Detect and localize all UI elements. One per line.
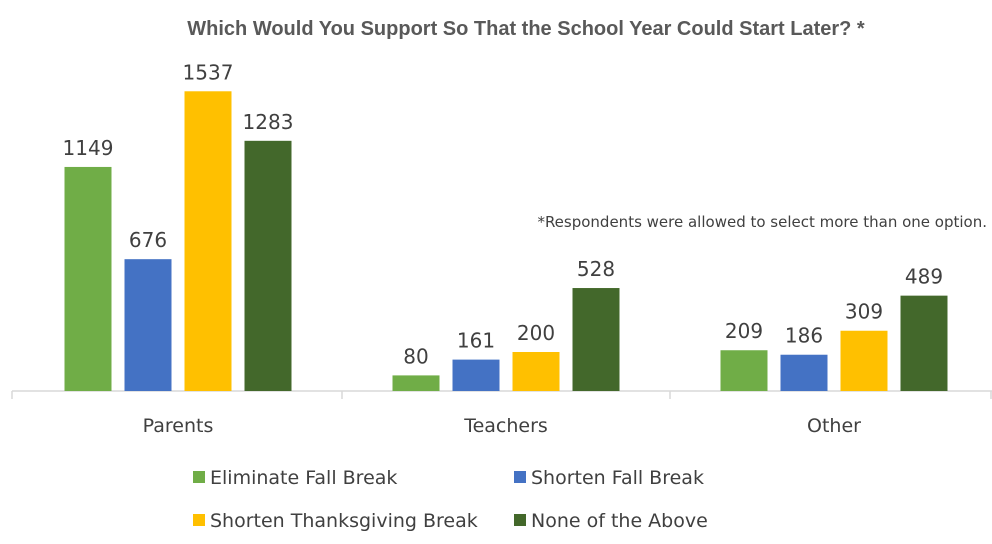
- bar-teachers-shorten-fall-break: [452, 359, 500, 391]
- chart-note: *Respondents were allowed to select more…: [537, 213, 987, 231]
- bar-parents-shorten-thanksgiving-break: [184, 91, 232, 391]
- data-label: 489: [905, 265, 943, 289]
- legend-label: None of the Above: [531, 510, 708, 532]
- bar-other-shorten-fall-break: [780, 354, 828, 391]
- bar-other-none-of-the-above: [900, 295, 948, 391]
- data-label: 186: [785, 324, 823, 348]
- data-label: 1149: [63, 136, 114, 160]
- legend-label: Shorten Thanksgiving Break: [210, 510, 478, 532]
- bar-parents-none-of-the-above: [244, 140, 292, 391]
- chart-title: Which Would You Support So That the Scho…: [187, 18, 865, 40]
- data-label: 1283: [243, 110, 294, 134]
- bar-other-eliminate-fall-break: [720, 350, 768, 391]
- category-label-teachers: Teachers: [463, 415, 548, 437]
- data-label: 676: [129, 228, 167, 252]
- legend-swatch: [193, 471, 205, 483]
- legend-swatch: [514, 514, 526, 526]
- bar-parents-shorten-fall-break: [124, 259, 172, 391]
- data-label: 161: [457, 329, 495, 353]
- bar-teachers-shorten-thanksgiving-break: [512, 352, 560, 391]
- category-label-parents: Parents: [143, 415, 214, 437]
- legend-label: Eliminate Fall Break: [210, 467, 397, 489]
- bar-parents-eliminate-fall-break: [64, 166, 112, 391]
- category-labels-group: Parents Teachers Other: [143, 415, 862, 437]
- legend-swatch: [193, 514, 205, 526]
- bar-other-shorten-thanksgiving-break: [840, 330, 888, 391]
- bar-teachers-none-of-the-above: [572, 288, 620, 391]
- data-labels-group: 1149 676 1537 1283 80 161 200 528 209 186 309 489: [63, 60, 944, 368]
- data-label: 528: [577, 257, 615, 281]
- legend: Eliminate Fall Break Shorten Fall Break Sh…: [193, 467, 708, 532]
- legend-swatch: [514, 471, 526, 483]
- bar-teachers-eliminate-fall-break: [392, 375, 440, 391]
- legend-label: Shorten Fall Break: [531, 467, 704, 489]
- category-label-other: Other: [807, 415, 861, 437]
- x-axis: [11, 390, 992, 399]
- data-label: 200: [517, 321, 555, 345]
- data-label: 309: [845, 300, 883, 324]
- data-label: 80: [403, 344, 428, 368]
- bars-group: [64, 91, 948, 391]
- data-label: 1537: [183, 60, 234, 84]
- data-label: 209: [725, 319, 763, 343]
